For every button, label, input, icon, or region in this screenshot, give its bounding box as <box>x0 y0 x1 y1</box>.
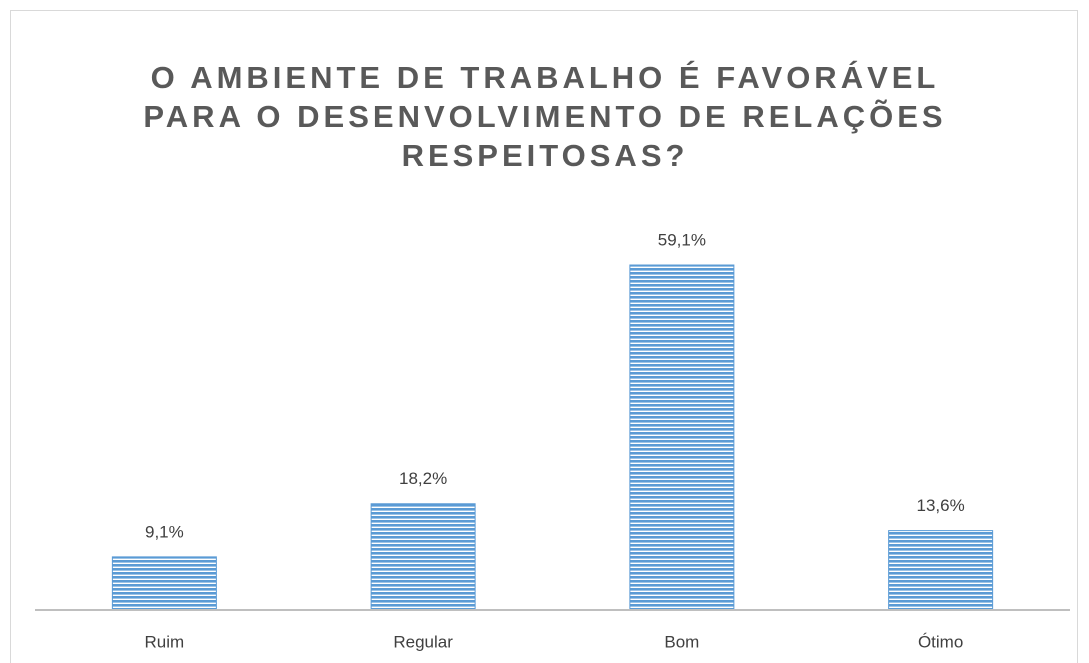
x-tick-label: Bom <box>664 632 699 651</box>
data-label: 13,6% <box>917 496 965 515</box>
data-label: 59,1% <box>658 230 706 249</box>
x-tick-label: Regular <box>393 632 453 651</box>
chart-title: O AMBIENTE DE TRABALHO É FAVORÁVEL PARA … <box>143 60 947 173</box>
data-label: 18,2% <box>399 469 447 488</box>
bar <box>111 556 217 611</box>
data-label: 9,1% <box>145 522 184 541</box>
x-tick-label: Ruim <box>145 632 185 651</box>
x-tick-label: Ótimo <box>918 632 963 651</box>
bar <box>629 264 735 611</box>
bar <box>370 503 476 611</box>
chart-frame <box>10 10 1078 663</box>
bar <box>888 530 994 611</box>
